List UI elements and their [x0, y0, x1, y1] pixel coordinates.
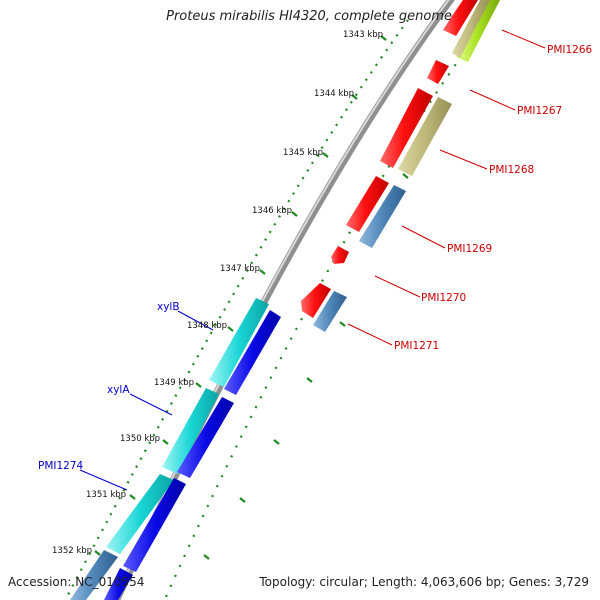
- scale-label: 1349 kbp: [154, 378, 194, 388]
- scale-label: 1346 kbp: [252, 206, 292, 216]
- gene-label-pmi1267[interactable]: PMI1267: [517, 105, 562, 117]
- map-title: Proteus mirabilis HI4320, complete genom…: [166, 9, 452, 24]
- gene-label-pmi1270[interactable]: PMI1270: [421, 292, 466, 304]
- gene-feature-red[interactable]: [443, 0, 478, 36]
- topology-label: Topology: circular; Length: 4,063,606 bp…: [259, 575, 589, 589]
- gene-feature-blue[interactable]: [123, 478, 186, 572]
- gene-feature-cyan[interactable]: [209, 298, 269, 387]
- scale-label: 1350 kbp: [120, 434, 160, 444]
- gene-feature-steel[interactable]: [313, 291, 347, 332]
- gene-feature-red[interactable]: [301, 283, 331, 318]
- gene-label-pmi1268[interactable]: PMI1268: [489, 164, 534, 176]
- gene-label-xyla[interactable]: xylA: [107, 384, 130, 396]
- gene-feature-cyan[interactable]: [162, 388, 219, 474]
- gene-feature-red[interactable]: [427, 60, 449, 84]
- gene-feature-cyan[interactable]: [106, 474, 174, 554]
- scale-label: 1344 kbp: [314, 89, 354, 99]
- gene-label-pmi1271[interactable]: PMI1271: [394, 340, 439, 352]
- gene-feature-blue[interactable]: [177, 397, 234, 478]
- gene-feature-red[interactable]: [346, 176, 389, 232]
- scale-major-ticks: [94, 35, 387, 556]
- gene-feature-red[interactable]: [380, 88, 433, 168]
- gene-feature-steel[interactable]: [70, 550, 118, 600]
- scale-label: 1343 kbp: [343, 30, 383, 40]
- gene-label-xylb[interactable]: xylB: [157, 301, 180, 313]
- gene-feature-blue[interactable]: [104, 568, 133, 600]
- scale-ring-inner: [64, 19, 409, 600]
- gene-label-pmi1269[interactable]: PMI1269: [447, 243, 492, 255]
- gene-feature-steel[interactable]: [359, 185, 406, 248]
- gene-feature-red[interactable]: [331, 246, 349, 264]
- scale-ring-outer: [163, 19, 489, 600]
- gene-labels-right: PMI1266 PMI1267 PMI1268 PMI1269 PMI1270 …: [394, 44, 593, 352]
- scale-label: 1352 kbp: [52, 546, 92, 556]
- accession-label: Accession: NC_010554: [8, 575, 145, 589]
- gene-labels-left: xylB xylA PMI1274: [38, 301, 180, 472]
- gene-label-pmi1274[interactable]: PMI1274: [38, 460, 84, 472]
- gene-feature-lime[interactable]: [456, 0, 500, 62]
- scale-label: 1347 kbp: [220, 264, 260, 274]
- gene-feature-olive[interactable]: [452, 0, 490, 58]
- gene-feature-olive[interactable]: [398, 97, 452, 176]
- scale-label: 1351 kbp: [86, 490, 126, 500]
- gene-label-connectors-left: [79, 310, 214, 491]
- gene-label-pmi1266[interactable]: PMI1266: [547, 44, 593, 56]
- scale-label: 1345 kbp: [283, 148, 323, 158]
- scale-labels: 1343 kbp 1344 kbp 1345 kbp 1346 kbp 1347…: [52, 30, 383, 556]
- gene-label-connectors-right: [347, 29, 546, 346]
- gene-feature-blue[interactable]: [224, 310, 281, 395]
- scale-label: 1348 kbp: [187, 321, 227, 331]
